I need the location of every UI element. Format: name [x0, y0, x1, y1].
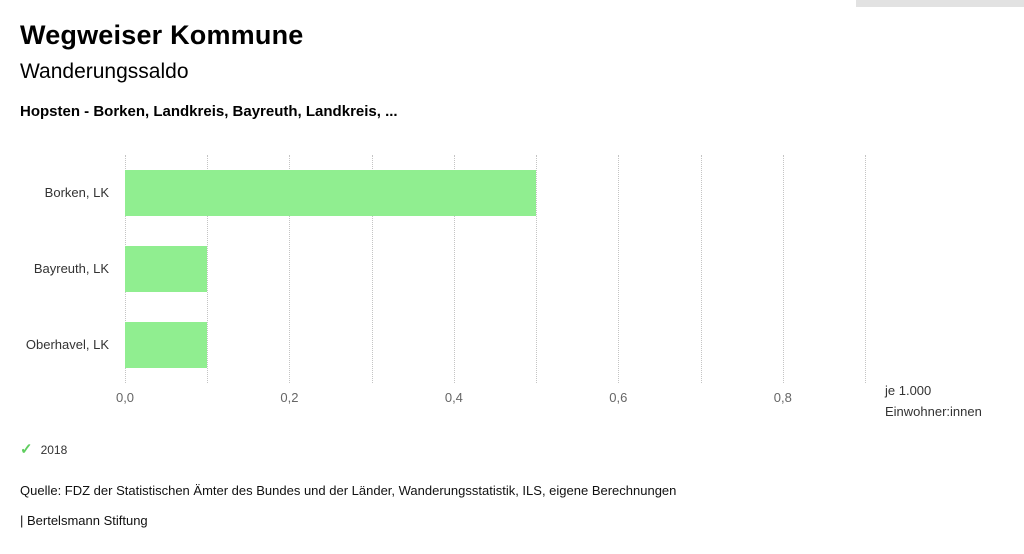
legend-item-2018[interactable]: ✓ 2018	[20, 442, 67, 457]
category-label-bayreuth-lk: Bayreuth, LK	[33, 261, 109, 276]
gridline	[700, 155, 702, 383]
brand-text: | Bertelsmann Stiftung	[20, 513, 148, 528]
plot-area	[125, 155, 866, 383]
x-axis-title: je 1.000 Einwohner:innen	[885, 380, 982, 422]
source-text: Quelle: FDZ der Statistischen Ämter des …	[20, 483, 677, 498]
x-axis-title-line1: je 1.000	[885, 383, 932, 398]
y-axis-labels: Borken, LK Bayreuth, LK Oberhavel, LK	[0, 155, 117, 383]
category-label-borken-lk: Borken, LK	[44, 185, 109, 200]
gridline	[453, 155, 455, 383]
bar-borken-lk[interactable]	[125, 170, 537, 216]
x-tick-label: 0,2	[280, 390, 299, 405]
gridline	[289, 155, 291, 383]
x-tick-label: 0,4	[444, 390, 463, 405]
gridline	[865, 155, 866, 383]
category-label-oberhavel-lk: Oberhavel, LK	[25, 337, 109, 352]
x-axis-labels: 0,0 0,2 0,4 0,6 0,8	[116, 390, 865, 408]
gridline	[782, 155, 784, 383]
chart-title: Wanderungssaldo	[20, 60, 189, 83]
legend-label: 2018	[40, 442, 68, 457]
gridline	[371, 155, 373, 383]
x-tick-label: 0,0	[115, 390, 135, 405]
gridline	[618, 155, 620, 383]
bar-bayreuth-lk[interactable]	[125, 246, 208, 292]
chart-subtitle: Hopsten - Borken, Landkreis, Bayreuth, L…	[20, 103, 398, 120]
x-axis-title-line2: Einwohner:innen	[885, 404, 982, 419]
x-tick-label: 0,8	[773, 390, 792, 405]
gridline	[207, 155, 209, 383]
gridline	[536, 155, 538, 383]
check-icon: ✓	[20, 441, 33, 458]
bar-oberhavel-lk[interactable]	[125, 322, 208, 368]
top-edge-strip	[856, 0, 1024, 7]
x-tick-label: 0,6	[609, 390, 628, 405]
page-title: Wegweiser Kommune	[20, 20, 304, 50]
